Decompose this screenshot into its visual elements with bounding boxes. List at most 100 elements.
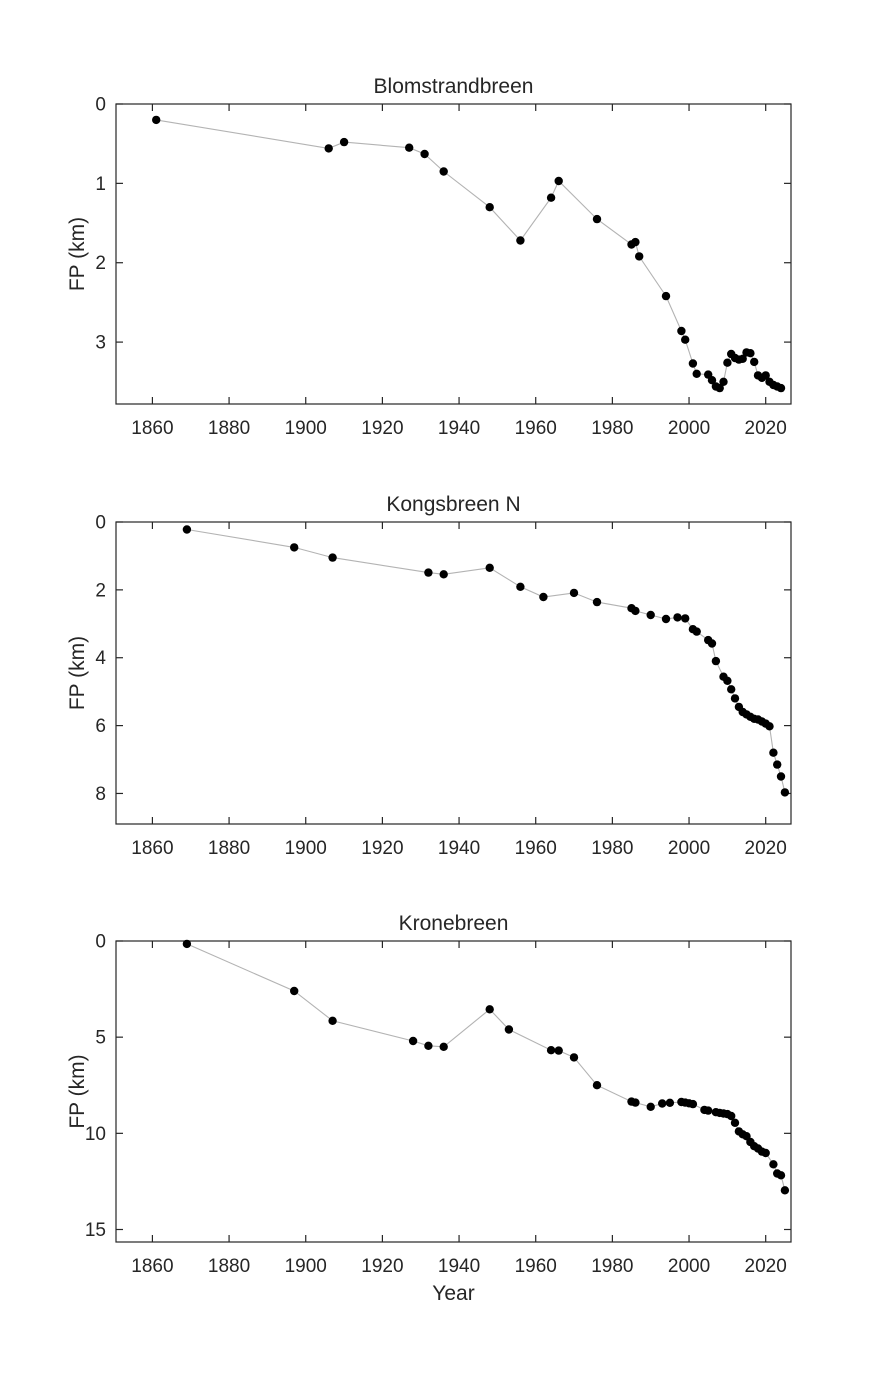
data-point xyxy=(631,237,640,247)
x-tick-label: 1980 xyxy=(591,838,633,859)
data-point xyxy=(661,614,671,624)
x-tick-label: 1920 xyxy=(361,1256,403,1277)
x-tick-label: 1900 xyxy=(285,1256,327,1277)
y-tick-label: 5 xyxy=(95,1028,106,1049)
data-point xyxy=(692,627,701,636)
x-tick-label: 1900 xyxy=(285,838,327,859)
data-point xyxy=(328,553,337,562)
data-point xyxy=(439,570,448,579)
data-point xyxy=(730,694,740,703)
data-point xyxy=(339,137,349,147)
y-tick-label: 1 xyxy=(95,174,106,195)
y-tick-label: 0 xyxy=(95,513,106,534)
data-point xyxy=(290,543,299,552)
data-point xyxy=(485,203,494,212)
data-point xyxy=(420,149,429,159)
data-point xyxy=(504,1025,514,1034)
y-axis-label: FP (km) xyxy=(66,636,89,710)
data-point xyxy=(631,606,640,616)
data-line xyxy=(186,943,786,1191)
data-point xyxy=(546,193,556,202)
data-point xyxy=(439,1042,448,1052)
x-axis-label: Year xyxy=(432,1282,474,1305)
data-point xyxy=(665,1098,675,1108)
data-point xyxy=(723,676,732,685)
data-point xyxy=(592,1081,602,1090)
data-point xyxy=(485,1005,494,1014)
data-point xyxy=(658,1099,667,1108)
x-tick-label: 1980 xyxy=(591,418,633,439)
data-point xyxy=(635,252,644,261)
data-point xyxy=(673,613,682,622)
data-point xyxy=(646,610,655,620)
data-point xyxy=(681,335,690,344)
data-point xyxy=(405,143,414,152)
y-tick-label: 0 xyxy=(95,95,106,116)
x-tick-label: 1960 xyxy=(515,418,557,439)
x-tick-label: 2000 xyxy=(668,838,710,859)
data-point xyxy=(719,377,728,386)
data-point xyxy=(182,939,192,949)
data-point xyxy=(780,788,790,797)
x-tick-label: 2020 xyxy=(745,418,787,439)
data-point xyxy=(780,1186,790,1195)
x-tick-label: 1940 xyxy=(438,1256,480,1277)
data-point xyxy=(152,115,161,125)
data-point xyxy=(424,568,433,577)
y-axis-label: FP (km) xyxy=(66,1054,89,1128)
data-point xyxy=(485,563,494,572)
data-point xyxy=(631,1098,640,1107)
data-point xyxy=(723,358,732,367)
data-point xyxy=(704,1106,713,1115)
y-tick-label: 15 xyxy=(85,1220,106,1241)
data-point xyxy=(750,357,759,367)
data-point xyxy=(707,639,717,648)
data-point xyxy=(539,592,548,602)
y-tick-label: 3 xyxy=(95,333,106,354)
data-point xyxy=(592,597,602,607)
y-tick-label: 8 xyxy=(95,784,106,805)
data-point xyxy=(769,748,778,757)
y-tick-label: 2 xyxy=(95,580,106,601)
data-point xyxy=(592,214,602,224)
data-point xyxy=(328,1016,337,1025)
data-point xyxy=(290,986,299,996)
data-point xyxy=(730,1118,740,1128)
data-point xyxy=(727,1111,736,1121)
data-point xyxy=(516,582,525,591)
x-tick-label: 1860 xyxy=(131,838,173,859)
data-point xyxy=(661,291,671,301)
data-point xyxy=(554,176,563,186)
x-tick-label: 1940 xyxy=(438,838,480,859)
data-point xyxy=(569,588,579,598)
x-tick-label: 1960 xyxy=(515,1256,557,1277)
data-point xyxy=(692,369,701,378)
data-point xyxy=(773,760,782,769)
data-point xyxy=(688,1099,698,1109)
chart-title: Kongsbreen N xyxy=(386,493,520,516)
data-point xyxy=(776,772,786,781)
data-point xyxy=(569,1053,579,1062)
y-tick-label: 6 xyxy=(95,716,106,737)
x-tick-label: 1880 xyxy=(208,1256,250,1277)
plot-box xyxy=(115,103,792,405)
data-point xyxy=(554,1046,563,1055)
data-point xyxy=(765,722,774,731)
y-tick-label: 4 xyxy=(95,648,106,669)
data-point xyxy=(746,349,755,358)
data-point xyxy=(182,525,192,534)
data-point xyxy=(738,354,747,363)
x-tick-label: 1860 xyxy=(131,418,173,439)
x-tick-label: 1900 xyxy=(285,418,327,439)
x-tick-label: 2020 xyxy=(745,1256,787,1277)
x-tick-label: 2020 xyxy=(745,838,787,859)
x-tick-label: 1960 xyxy=(515,838,557,859)
data-point xyxy=(688,359,698,368)
x-tick-label: 2000 xyxy=(668,418,710,439)
data-point xyxy=(516,236,525,245)
data-point xyxy=(711,656,721,666)
data-point xyxy=(646,1102,655,1112)
x-tick-label: 1940 xyxy=(438,418,480,439)
